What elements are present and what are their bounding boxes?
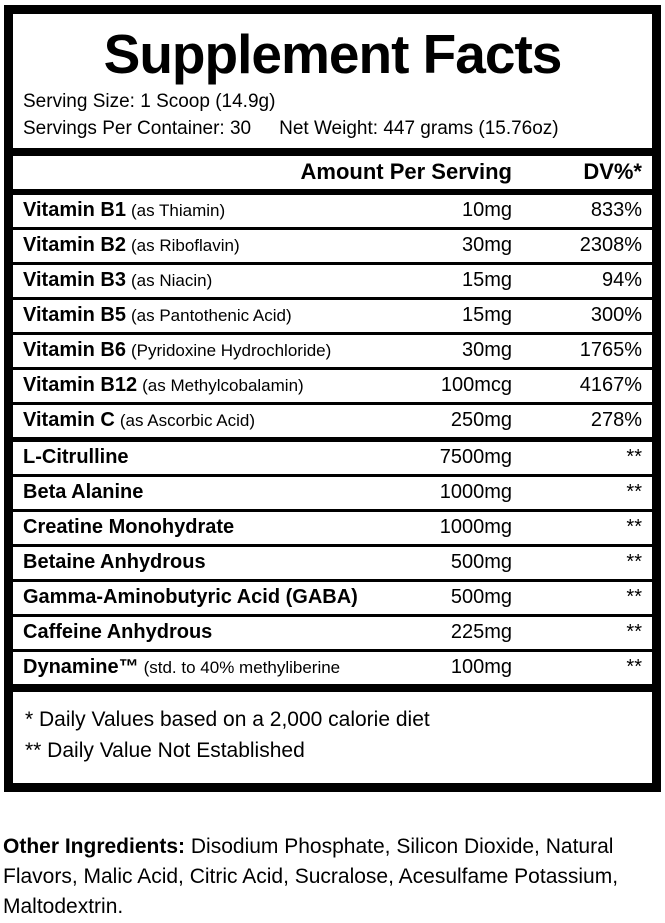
row-name: Vitamin B6 (Pyridoxine Hydrochloride) (23, 338, 332, 361)
table-row: Vitamin B5 (as Pantothenic Acid) 15mg 300… (13, 296, 652, 332)
row-detail: (as Methylcobalamin) (142, 375, 304, 395)
row-amount: 7500mg (439, 445, 512, 468)
table-row: Creatine Monohydrate 1000mg ** (13, 508, 652, 544)
row-name: Vitamin B3 (as Niacin) (23, 268, 213, 291)
row-dv: ** (626, 655, 642, 678)
table-row: L-Citrulline 7500mg ** (13, 436, 652, 474)
row-dv: 300% (590, 303, 642, 326)
table-row: Betaine Anhydrous 500mg ** (13, 543, 652, 579)
table-row: Vitamin B6 (Pyridoxine Hydrochloride) 30m… (13, 331, 652, 367)
row-amount: 100mg (450, 655, 512, 678)
row-dv: ** (626, 445, 642, 468)
row-detail: (as Pantothenic Acid) (131, 305, 292, 325)
other-ingredients-label: Other Ingredients: (3, 834, 186, 858)
row-dv: 4167% (579, 373, 642, 396)
serving-size-line: Serving Size: 1 Scoop (14.9g) (23, 91, 642, 113)
other-ingredients: Other Ingredients: Disodium Phosphate, S… (3, 832, 662, 923)
row-name: Dynamine™ (std. to 40% methyliberine (23, 655, 341, 678)
row-dv: ** (626, 480, 642, 503)
row-detail: (as Riboflavin) (131, 235, 240, 255)
amount-per-serving-header: Amount Per Serving (300, 158, 512, 184)
table-row: Gamma-Aminobutyric Acid (GABA) 500mg ** (13, 578, 652, 614)
row-amount: 250mg (450, 408, 512, 431)
row-name: Vitamin C (as Ascorbic Acid) (23, 408, 255, 431)
table-row: Vitamin B12 (as Methylcobalamin) 100mcg 4… (13, 366, 652, 402)
row-dv: ** (626, 620, 642, 643)
row-name: Creatine Monohydrate (23, 515, 235, 538)
row-dv: ** (626, 515, 642, 538)
net-weight-text: Net Weight: 447 grams (15.76oz) (279, 117, 559, 139)
servings-per-container-text: Servings Per Container: 30 (23, 117, 252, 139)
row-amount: 15mg (461, 303, 512, 326)
row-dv: 1765% (579, 338, 642, 361)
row-amount: 100mcg (440, 373, 512, 396)
row-name: Vitamin B2 (as Riboflavin) (23, 233, 240, 256)
row-detail: (as Ascorbic Acid) (119, 410, 255, 430)
row-amount: 1000mg (439, 515, 512, 538)
table-row: Caffeine Anhydrous 225mg ** (13, 613, 652, 649)
table-row: Vitamin B3 (as Niacin) 15mg 94% (13, 261, 652, 297)
dv-header: DV%* (583, 158, 642, 184)
row-name: Vitamin B5 (as Pantothenic Acid) (23, 303, 292, 326)
row-amount: 225mg (450, 620, 512, 643)
row-name: Vitamin B12 (as Methylcobalamin) (23, 373, 304, 396)
row-amount: 10mg (461, 198, 512, 221)
row-dv: 278% (590, 408, 642, 431)
row-amount: 30mg (461, 338, 512, 361)
row-amount: 500mg (450, 585, 512, 608)
table-row: Vitamin C (as Ascorbic Acid) 250mg 278% (13, 401, 652, 437)
row-amount: 15mg (461, 268, 512, 291)
panel-header: Supplement Facts Serving Size: 1 Scoop (… (13, 14, 652, 148)
row-name: Vitamin B1 (as Thiamin) (23, 198, 226, 221)
panel-title: Supplement Facts (103, 23, 563, 85)
row-name: Beta Alanine (23, 480, 144, 503)
servings-line: Servings Per Container: 30 Net Weight: 44… (23, 118, 642, 140)
row-amount: 1000mg (439, 480, 512, 503)
table-row: Beta Alanine 1000mg ** (13, 473, 652, 509)
row-dv: ** (626, 585, 642, 608)
row-detail: (as Thiamin) (131, 200, 226, 220)
footnotes: * Daily Values based on a 2,000 calorie … (13, 683, 652, 783)
supplement-facts-panel: Supplement Facts Serving Size: 1 Scoop (… (4, 5, 661, 792)
row-name: Betaine Anhydrous (23, 550, 206, 573)
table-row: Vitamin B2 (as Riboflavin) 30mg 2308% (13, 226, 652, 262)
table-header-row: Amount Per Serving DV%* (13, 147, 652, 195)
footnote-daily-values: * Daily Values based on a 2,000 calorie … (25, 707, 430, 731)
row-dv: 94% (601, 268, 642, 291)
table-row: Vitamin B1 (as Thiamin) 10mg 833% (13, 195, 652, 227)
row-name: L-Citrulline (23, 445, 129, 468)
row-name: Caffeine Anhydrous (23, 620, 213, 643)
row-name: Gamma-Aminobutyric Acid (GABA) (23, 585, 358, 608)
facts-table-body: Vitamin B1 (as Thiamin) 10mg 833% Vitamin… (13, 195, 652, 684)
row-amount: 500mg (450, 550, 512, 573)
row-detail: (Pyridoxine Hydrochloride) (131, 340, 332, 360)
row-dv: 2308% (579, 233, 642, 256)
serving-size-text: Serving Size: 1 Scoop (14.9g) (23, 90, 276, 112)
table-row: Dynamine™ (std. to 40% methyliberine 100m… (13, 648, 652, 684)
footnote-not-established: ** Daily Value Not Established (25, 739, 305, 763)
row-amount: 30mg (461, 233, 512, 256)
row-detail: (std. to 40% methyliberine (143, 657, 341, 677)
row-dv: 833% (590, 198, 642, 221)
row-dv: ** (626, 550, 642, 573)
row-detail: (as Niacin) (131, 270, 213, 290)
